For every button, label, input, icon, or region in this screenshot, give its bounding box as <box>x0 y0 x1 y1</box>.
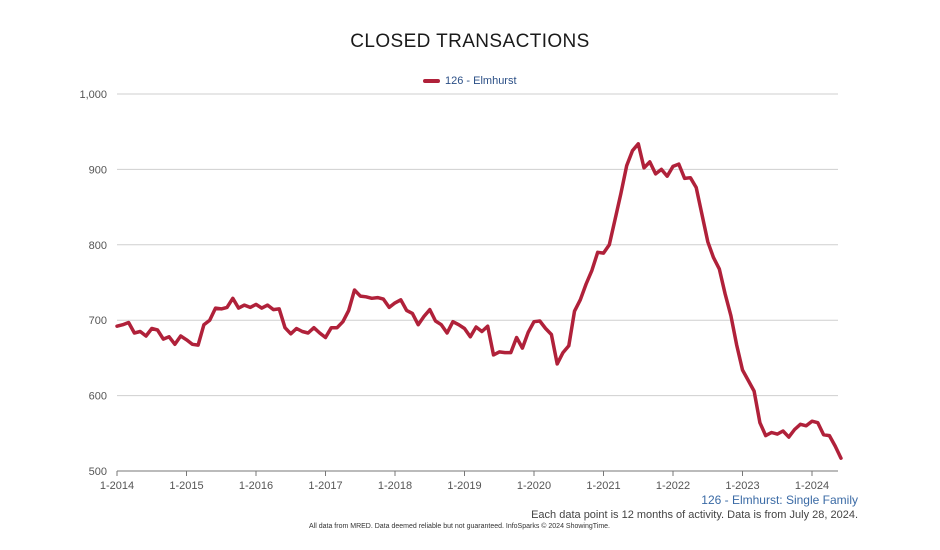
x-tick-label: 1-2019 <box>447 480 481 492</box>
y-tick-label: 900 <box>89 164 107 176</box>
y-axis-ticks: 500 600 700 800 900 1,000 <box>79 89 107 478</box>
legend-label: 126 - Elmhurst <box>445 75 517 87</box>
y-tick-label: 700 <box>89 315 107 327</box>
x-tick-label: 1-2018 <box>378 480 412 492</box>
x-tick-label: 1-2016 <box>239 480 273 492</box>
x-tick-label: 1-2024 <box>795 480 829 492</box>
x-tick-label: 1-2023 <box>725 480 759 492</box>
x-tick-label: 1-2020 <box>517 480 551 492</box>
legend-swatch <box>423 79 440 83</box>
series-line <box>115 142 843 460</box>
series <box>115 142 843 460</box>
chart-title: CLOSED TRANSACTIONS <box>350 31 590 52</box>
x-tick-label: 1-2022 <box>656 480 690 492</box>
footer-disclaimer: All data from MRED. Data deemed reliable… <box>309 523 611 530</box>
x-tick-label: 1-2017 <box>308 480 342 492</box>
y-tick-label: 600 <box>89 391 107 403</box>
legend[interactable]: 126 - Elmhurst <box>423 75 517 87</box>
x-tick-label: 1-2021 <box>586 480 620 492</box>
x-tick-label: 1-2015 <box>169 480 203 492</box>
y-tick-label: 500 <box>89 466 107 478</box>
series-subtitle: 126 - Elmhurst: Single Family <box>701 493 858 507</box>
data-note: Each data point is 12 months of activity… <box>531 509 858 521</box>
x-tick-label: 1-2014 <box>100 480 134 492</box>
y-tick-label: 1,000 <box>79 89 107 101</box>
y-tick-label: 800 <box>89 240 107 252</box>
x-axis: 1-2014 1-2015 1-2016 1-2017 1-2018 1-2019 1-20… <box>100 470 838 492</box>
gridlines <box>117 93 838 397</box>
